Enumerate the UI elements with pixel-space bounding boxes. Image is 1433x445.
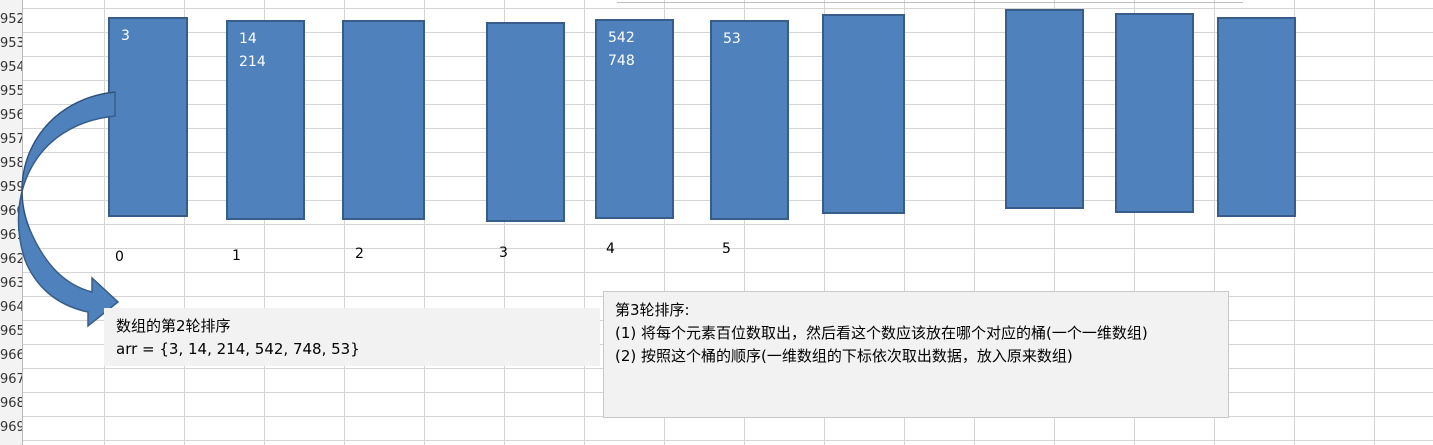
round3-note[interactable]: 第3轮排序: (1) 将每个元素百位数取出，然后看这个数应该放在哪个对应的桶(一…	[603, 291, 1229, 418]
round3-step1: (1) 将每个元素百位数取出，然后看这个数应该放在哪个对应的桶(一个一维数组)	[615, 322, 1222, 345]
round3-step2: (2) 按照这个桶的顺序(一维数组的下标依次取出数据，放入原来数组)	[615, 345, 1222, 368]
round2-array: arr = {3, 14, 214, 542, 748, 53}	[116, 338, 600, 361]
round2-note[interactable]: 数组的第2轮排序 arr = {3, 14, 214, 542, 748, 53…	[104, 308, 600, 366]
round3-title: 第3轮排序:	[615, 299, 1222, 322]
round2-title: 数组的第2轮排序	[116, 315, 600, 338]
